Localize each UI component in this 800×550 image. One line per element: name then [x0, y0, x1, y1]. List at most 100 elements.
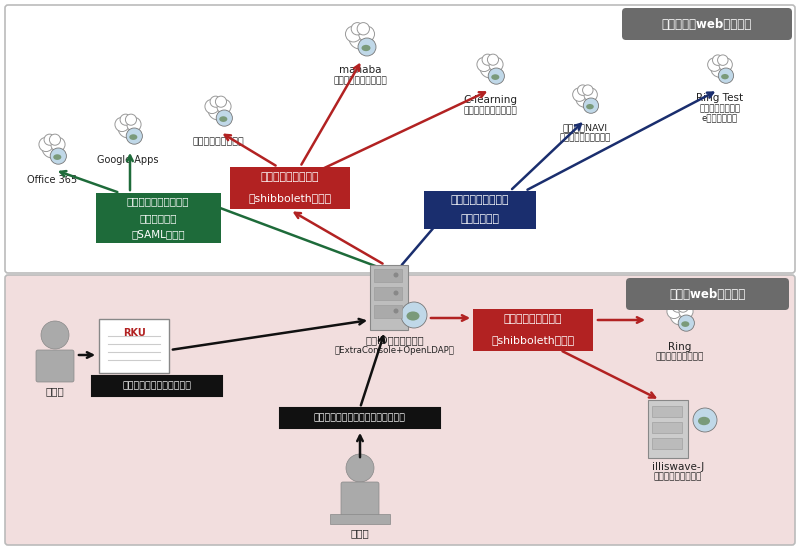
Circle shape [127, 117, 141, 131]
Circle shape [208, 100, 228, 120]
Circle shape [42, 138, 62, 158]
FancyBboxPatch shape [5, 5, 795, 273]
FancyBboxPatch shape [341, 482, 379, 516]
Circle shape [578, 85, 588, 95]
Text: 学校内webサービス: 学校内webサービス [670, 288, 746, 300]
Circle shape [358, 26, 374, 42]
Ellipse shape [721, 74, 729, 79]
Circle shape [718, 55, 728, 65]
Circle shape [394, 272, 398, 278]
Text: 統合ID管理システム: 統合ID管理システム [366, 335, 424, 345]
Text: Ring: Ring [668, 342, 692, 352]
Circle shape [50, 148, 66, 164]
Circle shape [667, 304, 681, 318]
Circle shape [346, 454, 374, 482]
Circle shape [693, 408, 717, 432]
Ellipse shape [698, 417, 710, 425]
Ellipse shape [682, 321, 690, 327]
Circle shape [216, 110, 233, 126]
Text: クラウド側webサービス: クラウド側webサービス [662, 18, 752, 30]
Circle shape [584, 88, 598, 101]
Text: （出席調査システム）: （出席調査システム） [463, 106, 517, 115]
FancyBboxPatch shape [652, 438, 682, 449]
Circle shape [679, 304, 693, 318]
Circle shape [482, 54, 493, 65]
Circle shape [480, 58, 500, 78]
Circle shape [50, 134, 61, 145]
Circle shape [349, 27, 371, 49]
Text: （shibboleth認証）: （shibboleth認証） [491, 336, 574, 345]
FancyBboxPatch shape [370, 265, 408, 330]
Text: （shibboleth認証）: （shibboleth認証） [249, 194, 331, 204]
FancyBboxPatch shape [424, 191, 536, 229]
Circle shape [210, 96, 221, 107]
Text: （就職支援システム）: （就職支援システム） [559, 133, 610, 142]
Circle shape [358, 38, 376, 56]
FancyBboxPatch shape [622, 8, 792, 40]
Ellipse shape [362, 45, 370, 51]
FancyBboxPatch shape [92, 376, 222, 396]
FancyBboxPatch shape [374, 269, 402, 282]
Text: （ExtraConsole+OpenLDAP）: （ExtraConsole+OpenLDAP） [335, 346, 455, 355]
Circle shape [120, 114, 131, 125]
FancyBboxPatch shape [652, 406, 682, 417]
Circle shape [41, 321, 69, 349]
Text: 管理者: 管理者 [350, 528, 370, 538]
Circle shape [670, 305, 690, 325]
Circle shape [718, 68, 734, 83]
Circle shape [115, 117, 129, 131]
Text: シングルサインオン・: シングルサインオン・ [126, 196, 190, 206]
Text: （テストスタイル: （テストスタイル [699, 104, 741, 113]
Text: C-learning: C-learning [463, 95, 517, 105]
Text: Google Apps: Google Apps [98, 155, 158, 165]
FancyBboxPatch shape [648, 400, 688, 458]
Circle shape [710, 59, 730, 78]
Ellipse shape [54, 154, 62, 160]
Circle shape [708, 58, 721, 72]
Circle shape [205, 100, 219, 113]
Circle shape [678, 315, 694, 331]
Text: （ポータルサイト）: （ポータルサイト） [656, 352, 704, 361]
Text: シングルサインオン: シングルサインオン [504, 315, 562, 324]
Text: シングルサインオン: シングルサインオン [261, 173, 319, 183]
Circle shape [678, 301, 689, 312]
Text: illiswave-J: illiswave-J [652, 462, 704, 472]
FancyBboxPatch shape [374, 287, 402, 300]
Circle shape [394, 309, 398, 313]
Circle shape [51, 138, 65, 152]
Text: eラーニング）: eラーニング） [702, 114, 738, 123]
Circle shape [126, 114, 137, 125]
Circle shape [576, 89, 594, 107]
FancyBboxPatch shape [36, 350, 74, 382]
Circle shape [401, 302, 427, 328]
Text: RKU: RKU [122, 328, 146, 338]
Text: （SAML認証）: （SAML認証） [131, 230, 185, 240]
Text: manaba: manaba [338, 65, 382, 75]
Ellipse shape [491, 74, 499, 80]
Circle shape [39, 138, 53, 152]
FancyBboxPatch shape [473, 309, 593, 351]
FancyBboxPatch shape [99, 319, 169, 373]
Circle shape [118, 118, 138, 138]
Circle shape [215, 96, 226, 107]
Circle shape [573, 88, 586, 101]
Text: （学習管理システム）: （学習管理システム） [333, 76, 387, 85]
Circle shape [487, 54, 498, 65]
FancyBboxPatch shape [230, 167, 350, 209]
Circle shape [351, 23, 363, 35]
Text: ログイン・パスワード変更: ログイン・パスワード変更 [122, 382, 191, 390]
Circle shape [713, 55, 723, 65]
Ellipse shape [406, 311, 419, 321]
Ellipse shape [219, 116, 227, 122]
Text: Office 365: Office 365 [27, 175, 77, 185]
FancyBboxPatch shape [652, 422, 682, 433]
Circle shape [346, 26, 362, 42]
Circle shape [126, 128, 142, 144]
FancyBboxPatch shape [626, 278, 789, 310]
FancyBboxPatch shape [95, 193, 221, 243]
FancyBboxPatch shape [5, 275, 795, 545]
FancyBboxPatch shape [280, 408, 440, 428]
Ellipse shape [586, 104, 594, 109]
Text: シングルサインオン: シングルサインオン [450, 195, 510, 206]
Text: Ring Test: Ring Test [697, 93, 743, 103]
